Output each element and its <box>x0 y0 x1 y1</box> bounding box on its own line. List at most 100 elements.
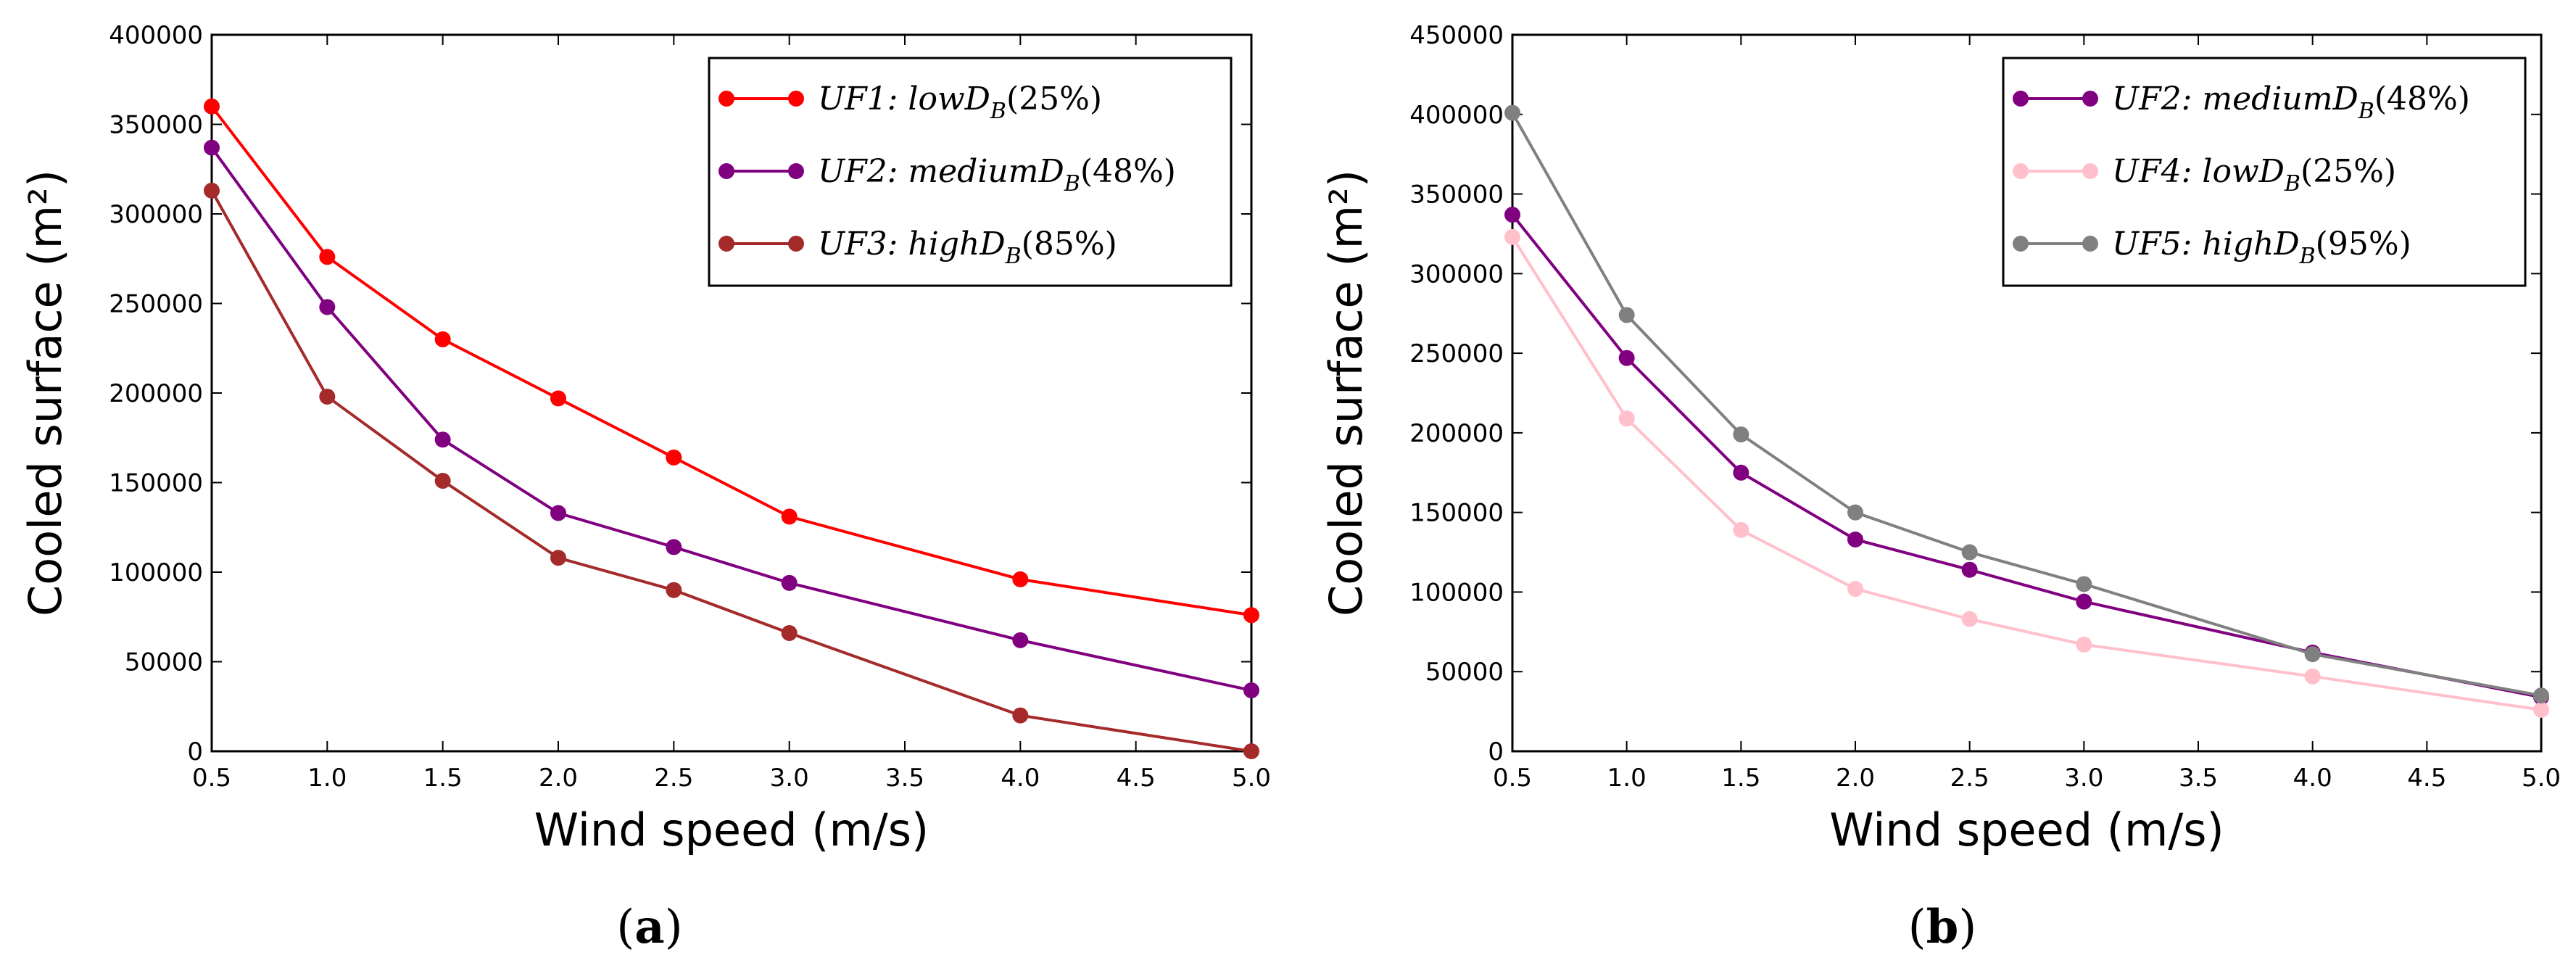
series-line <box>1511 112 2542 698</box>
data-point <box>1012 707 1029 724</box>
x-tick-label: 1.5 <box>423 764 463 793</box>
caption-letter: b <box>1926 900 1959 954</box>
data-point <box>1012 571 1029 587</box>
x-tick-label: 2.5 <box>654 764 693 793</box>
y-axis-label: Cooled surface (m²) <box>1320 170 1372 616</box>
y-tick-label: 200000 <box>1409 419 1504 448</box>
data-point <box>2076 593 2092 610</box>
legend-label-main: UF1: low <box>818 80 965 117</box>
x-tick-label: 1.5 <box>1721 764 1760 793</box>
data-point <box>550 505 566 521</box>
legend-label: UF5: highDB(95%) <box>2112 226 2411 269</box>
data-point <box>1847 581 1863 598</box>
legend-label: UF3: highDB(85%) <box>818 226 1117 269</box>
x-tick-label: 2.0 <box>1836 764 1875 793</box>
data-point <box>1618 307 1635 323</box>
legend-label-tail: (85%) <box>1022 226 1117 263</box>
series-line <box>1511 236 2542 711</box>
data-point <box>781 508 798 525</box>
data-point <box>2304 646 2321 663</box>
x-tick-label: 3.5 <box>2179 764 2218 793</box>
data-point <box>434 473 451 489</box>
x-tick-label: 5.0 <box>1232 764 1271 793</box>
data-point <box>1243 682 1259 699</box>
x-tick-label: 0.5 <box>192 764 231 793</box>
x-tick-label: 4.0 <box>1001 764 1040 793</box>
x-tick-label: 3.5 <box>885 764 924 793</box>
legend-label-d: D <box>2332 80 2358 117</box>
panel-caption: (a) <box>616 900 682 954</box>
y-tick-label: 400000 <box>109 21 203 50</box>
y-tick-label: 250000 <box>109 290 203 319</box>
data-point <box>1504 228 1520 245</box>
data-point <box>204 98 220 115</box>
x-tick-label: 5.0 <box>2522 764 2561 793</box>
y-tick-label: 300000 <box>1409 260 1504 289</box>
x-tick-label: 1.0 <box>1607 764 1647 793</box>
legend-label-tail: (48%) <box>2374 80 2470 117</box>
legend-swatch-marker <box>788 91 804 107</box>
y-tick-label: 0 <box>187 737 203 766</box>
legend-label: UF1: lowDB(25%) <box>818 80 1102 124</box>
data-point <box>1733 464 1749 481</box>
data-point <box>2533 701 2549 718</box>
series-2 <box>204 182 1259 759</box>
legend-label-d: D <box>2273 226 2299 263</box>
x-axis-label: Wind speed (m/s) <box>1829 803 2224 856</box>
legend-label-d: D <box>2258 153 2285 190</box>
legend-label-d: D <box>1038 153 1064 190</box>
legend-swatch-marker <box>718 236 734 252</box>
data-point <box>204 182 220 199</box>
legend-label: UF2: mediumDB(48%) <box>2112 80 2470 124</box>
x-tick-label: 0.5 <box>1493 764 1532 793</box>
data-point <box>1961 561 1978 578</box>
data-point <box>2076 576 2092 592</box>
y-tick-label: 350000 <box>109 111 203 140</box>
y-tick-label: 350000 <box>1409 181 1504 210</box>
data-point <box>1618 410 1635 427</box>
data-point <box>1504 207 1520 223</box>
caption-close: ) <box>665 901 683 954</box>
plot-frame <box>1511 33 2543 753</box>
series-2 <box>1504 104 2549 704</box>
caption-close: ) <box>1958 901 1976 954</box>
y-tick-label: 100000 <box>1409 578 1504 607</box>
data-point <box>550 390 566 407</box>
data-point <box>1243 743 1259 759</box>
legend-label-sub: B <box>1064 171 1080 197</box>
legend-label-main: UF5: high <box>2112 226 2274 263</box>
data-point <box>434 431 451 448</box>
data-point <box>1733 521 1749 538</box>
x-tick-label: 2.0 <box>539 764 578 793</box>
legend-label-tail: (48%) <box>1080 153 1176 190</box>
series-1 <box>1504 228 2549 718</box>
data-point <box>1961 611 1978 627</box>
data-point <box>2304 668 2321 685</box>
data-point <box>1733 426 1749 443</box>
series-line <box>210 189 1252 753</box>
legend: UF1: lowDB(25%) UF2: mediumDB(48%) UF3: hi… <box>708 57 1233 287</box>
y-axis-label: Cooled surface (m²) <box>19 170 72 616</box>
caption-open: ( <box>616 901 634 954</box>
caption-letter: a <box>634 900 664 954</box>
legend-label: UF4: lowDB(25%) <box>2112 153 2396 197</box>
data-point <box>319 249 336 265</box>
legend-label-sub: B <box>990 99 1006 124</box>
legend-label: UF2: mediumDB(48%) <box>818 153 1176 197</box>
legend-label-sub: B <box>2358 99 2374 124</box>
series-1 <box>204 139 1259 699</box>
legend-swatch-marker <box>2082 91 2098 107</box>
y-tick-label: 400000 <box>1409 101 1504 130</box>
legend-swatch-marker <box>2013 91 2029 107</box>
x-tick-label: 3.0 <box>770 764 809 793</box>
x-tick-label: 3.0 <box>2064 764 2103 793</box>
data-point <box>204 139 220 156</box>
legend-swatch-marker <box>2082 236 2098 252</box>
y-tick-label: 250000 <box>1409 339 1504 368</box>
data-point <box>1847 504 1863 521</box>
data-point <box>319 388 336 405</box>
y-tick-label: 150000 <box>1409 499 1504 528</box>
legend: UF2: mediumDB(48%) UF4: lowDB(25%) UF5: hi… <box>2002 57 2527 287</box>
legend-swatch-marker <box>2013 236 2029 252</box>
